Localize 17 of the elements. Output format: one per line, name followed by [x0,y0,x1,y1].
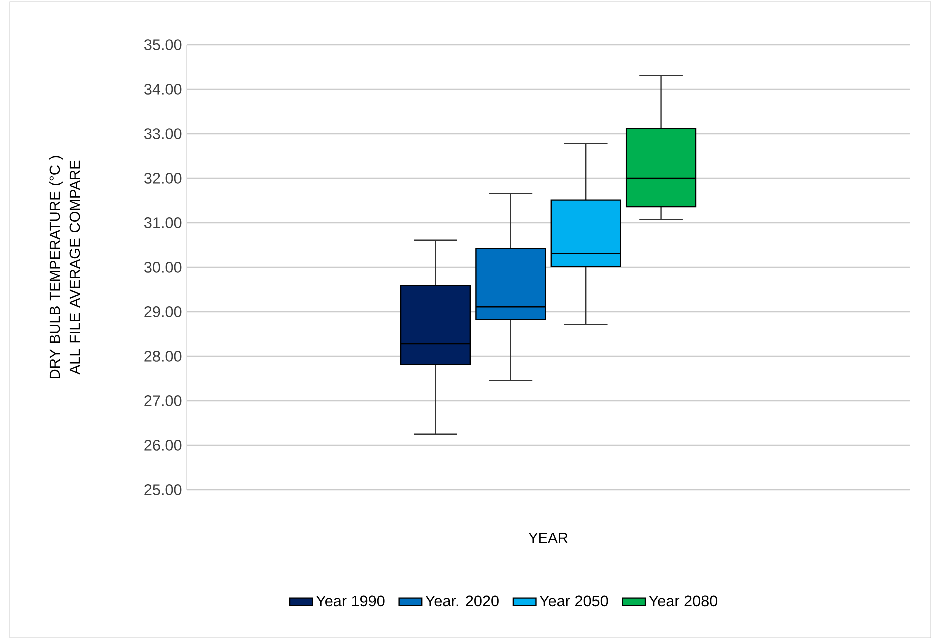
x-axis-title: YEAR [528,532,568,543]
legend-label: Year 2080 [649,596,718,606]
y-tick-label: 25.00 [144,484,182,496]
y-tick-label: 34.00 [144,84,182,95]
y-tick-label: 35.00 [144,39,182,50]
y-tick-label: 26.00 [144,440,182,451]
y-tick-label: 29.00 [144,306,182,318]
y-tick-label: 30.00 [144,262,182,273]
legend-label: Year 1990 [316,596,385,606]
legend-label: Year. 2020 [426,596,499,606]
y-tick-label: 28.00 [144,350,182,362]
y-axis-title: DRY BULB TEMPERATURE (°C ) ALL FILE AVERAGE COMPARE [49,156,80,378]
y-tick-label: 32.00 [144,172,182,184]
y-tick-label: 31.00 [144,217,182,228]
y-tick-label: 33.00 [144,128,182,140]
legend-label: Year 2050 [540,596,608,606]
y-tick-label: 27.00 [144,395,182,406]
